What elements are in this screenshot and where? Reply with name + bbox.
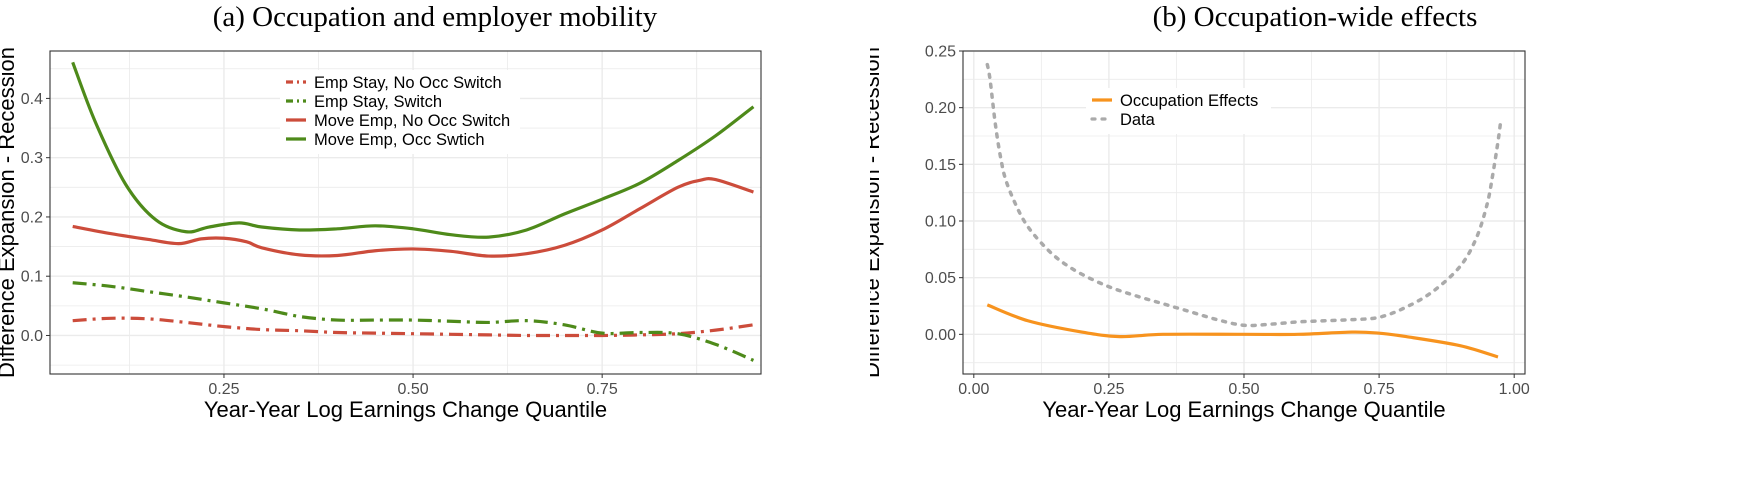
- x-axis-label-a: Year-Year Log Earnings Change Quantile: [204, 397, 607, 422]
- y-tick-label-b: 0.10: [925, 214, 956, 231]
- x-tick-label-a: 0.25: [208, 381, 239, 398]
- x-tick-label-a: 0.50: [397, 381, 428, 398]
- series-line-b-1: [985, 62, 1503, 328]
- y-tick-label-b: 0.25: [925, 44, 956, 61]
- y-tick-label-a: 0.4: [21, 91, 43, 108]
- series-line-a-3: [71, 61, 755, 239]
- chart-panel-a: (a) Occupation and employer mobility 0.0…: [0, 0, 870, 494]
- x-axis-label-b: Year-Year Log Earnings Change Quantile: [1042, 397, 1445, 422]
- legend-label-b-1: Data: [1120, 111, 1156, 129]
- legend-label-a-0: Emp Stay, No Occ Switch: [314, 74, 502, 92]
- x-tick-label-a: 0.75: [587, 381, 618, 398]
- y-tick-label-a: 0.0: [21, 328, 43, 345]
- series-line-a-0: [72, 316, 754, 338]
- series-line-a-2: [72, 176, 754, 258]
- legend-label-a-1: Emp Stay, Switch: [314, 93, 442, 111]
- y-tick-label-a: 0.1: [21, 269, 43, 286]
- chart-b-svg: 0.00 0.05 0.10 0.15 0.20 0.25 0.00 0.25 0.50 0.75…: [870, 44, 1530, 423]
- y-tick-label-b: 0.20: [925, 100, 956, 117]
- chart-title-a: (a) Occupation and employer mobility: [212, 1, 658, 33]
- x-tick-label-b: 0.25: [1093, 381, 1124, 398]
- grid-b: [963, 50, 1525, 374]
- x-tick-label-b: 0.75: [1364, 381, 1395, 398]
- series-line-a-1: [72, 281, 755, 362]
- legend-label-a-2: Move Emp, No Occ Switch: [314, 112, 510, 130]
- chart-title-b: (b) Occupation-wide effects: [1152, 1, 1478, 33]
- y-tick-label-b: 0.00: [925, 327, 956, 344]
- legend-box-a: [280, 70, 520, 154]
- y-tick-label-a: 0.2: [21, 209, 43, 226]
- y-axis-label-a: Difference Expansion - Recession: [0, 47, 19, 378]
- x-tick-label-b: 1.00: [1499, 381, 1530, 398]
- y-tick-label-b: 0.05: [925, 270, 956, 287]
- y-axis-label-b: Difference Expansion - Recession: [870, 47, 884, 378]
- legend-label-b-0: Occupation Effects: [1120, 92, 1258, 110]
- x-tick-label-b: 0.50: [1228, 381, 1259, 398]
- x-tick-label-b: 0.00: [958, 381, 989, 398]
- legend-box-b: [1086, 88, 1271, 134]
- y-tick-label-a: 0.3: [21, 150, 43, 167]
- plot-frame-a: [49, 50, 762, 375]
- y-tick-label-b: 0.15: [925, 157, 956, 174]
- chart-panel-b: (b) Occupation-wide effects 0.00 0.05 0.10…: [870, 0, 1760, 494]
- series-line-b-0: [986, 303, 1499, 359]
- legend-label-a-3: Move Emp, Occ Swtich: [314, 131, 485, 149]
